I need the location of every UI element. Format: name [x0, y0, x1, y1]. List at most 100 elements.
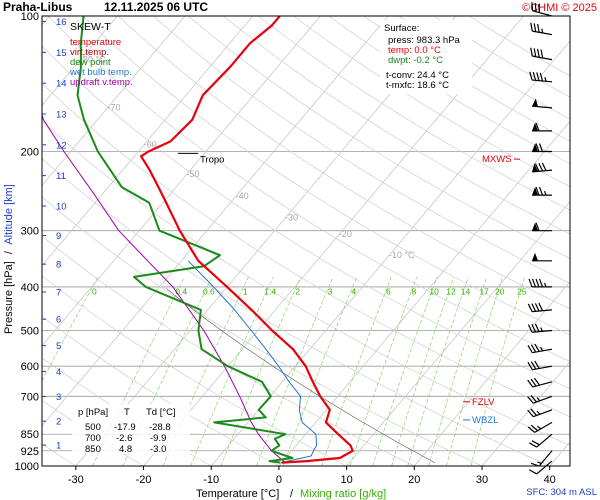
barb-full [531, 440, 540, 446]
level-table: p [hPa] T Td [°C] 500 -17.9 -28.8 700 -2… [72, 404, 190, 455]
barb-full [530, 22, 533, 32]
altitude-tick-label: 5 [56, 341, 61, 352]
dry-adiabat [188, 16, 570, 259]
y-axis-title-pressure: Pressure [hPa] [3, 261, 15, 334]
wind-barb [532, 222, 552, 232]
wind-barbs [527, 2, 553, 475]
surface-title: Surface: [384, 23, 419, 34]
mixing-ratio-label: 8 [412, 286, 417, 296]
pressure-tick-label: 700 [21, 391, 39, 403]
table-cell: -9.9 [150, 433, 166, 444]
isotherm-label: -10 °C [389, 250, 415, 260]
barb-full [527, 396, 534, 404]
altitude-tick-label: 11 [56, 171, 66, 182]
parcel-dry-adiabat [165, 288, 435, 463]
barb-full [540, 49, 544, 59]
barb-half [540, 327, 544, 332]
mixing-ratio-label: 25 [517, 286, 527, 296]
altitude-tick-label: 1 [56, 441, 61, 452]
wind-barb [528, 278, 552, 288]
dry-adiabat [223, 16, 570, 235]
isotherm-line [549, 441, 570, 466]
mixing-ratio-line [256, 276, 334, 466]
x-axis-title-mixing: Mixing ratio [g/kg] [300, 488, 386, 500]
wind-barb [530, 450, 553, 467]
table-cell: 500 [85, 422, 101, 433]
barb-full [535, 122, 540, 132]
barb-full [530, 344, 537, 353]
wind-barb [529, 71, 553, 83]
isotherm-line [481, 361, 570, 466]
wind-barb [527, 395, 553, 404]
barb-full [532, 71, 537, 81]
barb-full [527, 324, 533, 333]
isotherm-line [42, 16, 186, 187]
dry-adiabat [82, 16, 570, 336]
surface-tconv: t-conv: 24.4 °C [386, 70, 449, 81]
barb-full [531, 278, 537, 288]
altitude-tick-label: 2 [56, 417, 61, 428]
isotherm-label: -80 °C [80, 55, 106, 65]
altitude-tick-label: 7 [56, 288, 61, 299]
pressure-tick-label: 500 [21, 326, 39, 338]
mixing-ratio-line [407, 276, 469, 466]
dry-adiabat [42, 82, 570, 418]
barb-full [535, 186, 540, 196]
table-header-t: T [124, 407, 130, 418]
mixing-ratio-line [92, 276, 185, 466]
altitude-tick-label: 12 [56, 140, 67, 151]
sounding-datetime: 12.11.2025 06 UTC [104, 0, 208, 14]
mixing-ratio-label: 12 [446, 286, 456, 296]
barb-full [534, 360, 540, 369]
pressure-tick-label: 400 [21, 282, 39, 294]
barb-pennant [532, 252, 538, 261]
legend-temperature: temperature [70, 37, 121, 48]
mixing-ratio-line [349, 276, 418, 466]
mixing-ratio-label: 6 [386, 286, 391, 296]
isotherm-line [346, 200, 570, 466]
dry-adiabat [42, 158, 550, 466]
barb-half [543, 190, 547, 196]
mixing-ratio-line [282, 276, 358, 466]
wbzl-label: WBZL [472, 415, 498, 426]
isotherm-line [414, 281, 570, 466]
x-tick-label: 30 [476, 474, 488, 486]
barb-full [530, 378, 537, 387]
isotherm-line [42, 16, 254, 267]
table-cell: -2.6 [116, 433, 132, 444]
mixing-ratio-line [220, 276, 302, 466]
x-tick-label: 0 [276, 474, 282, 486]
legend: SKEW-T temperature virt.temp. dew point … [69, 21, 133, 88]
x-tick-label: -20 [136, 474, 152, 486]
barb-full [538, 186, 544, 196]
wind-barb [532, 143, 552, 153]
tropopause-label: Tropo [200, 154, 224, 165]
mixing-ratio-label: 0.6 [203, 286, 215, 296]
isotherm-line [42, 16, 118, 106]
mixing-ratio-line [445, 276, 504, 466]
wind-barb [531, 2, 553, 17]
barb-pennant [532, 98, 539, 107]
table-cell: -28.8 [149, 422, 171, 433]
level-markers: Tropo MXWS FZLV WBZL [178, 152, 520, 426]
barb-full [538, 278, 544, 288]
pressure-tick-label: 100 [21, 11, 39, 23]
series-wet-bulb-temp-line [187, 260, 318, 464]
pressure-tick-label: 300 [21, 226, 39, 238]
mixing-ratio-label: 17 [479, 286, 489, 296]
barb-full [541, 162, 547, 171]
isotherm-label: -40 [236, 191, 249, 201]
barb-full [528, 278, 533, 288]
altitude-tick-label: 3 [56, 392, 61, 403]
y-axis-title: Pressure [hPa] / Altitude [km] [3, 184, 15, 334]
barb-full [534, 3, 537, 12]
altitude-tick-label: 8 [56, 260, 61, 271]
pressure-tick-label: 1000 [15, 461, 39, 473]
x-tick-label: -30 [68, 474, 84, 486]
pressure-tick-label: 600 [21, 361, 39, 373]
barb-full [533, 48, 537, 57]
mixing-ratio-label: 10 [429, 286, 439, 296]
barb-pennant [532, 187, 538, 196]
isotherm-line [42, 16, 389, 427]
